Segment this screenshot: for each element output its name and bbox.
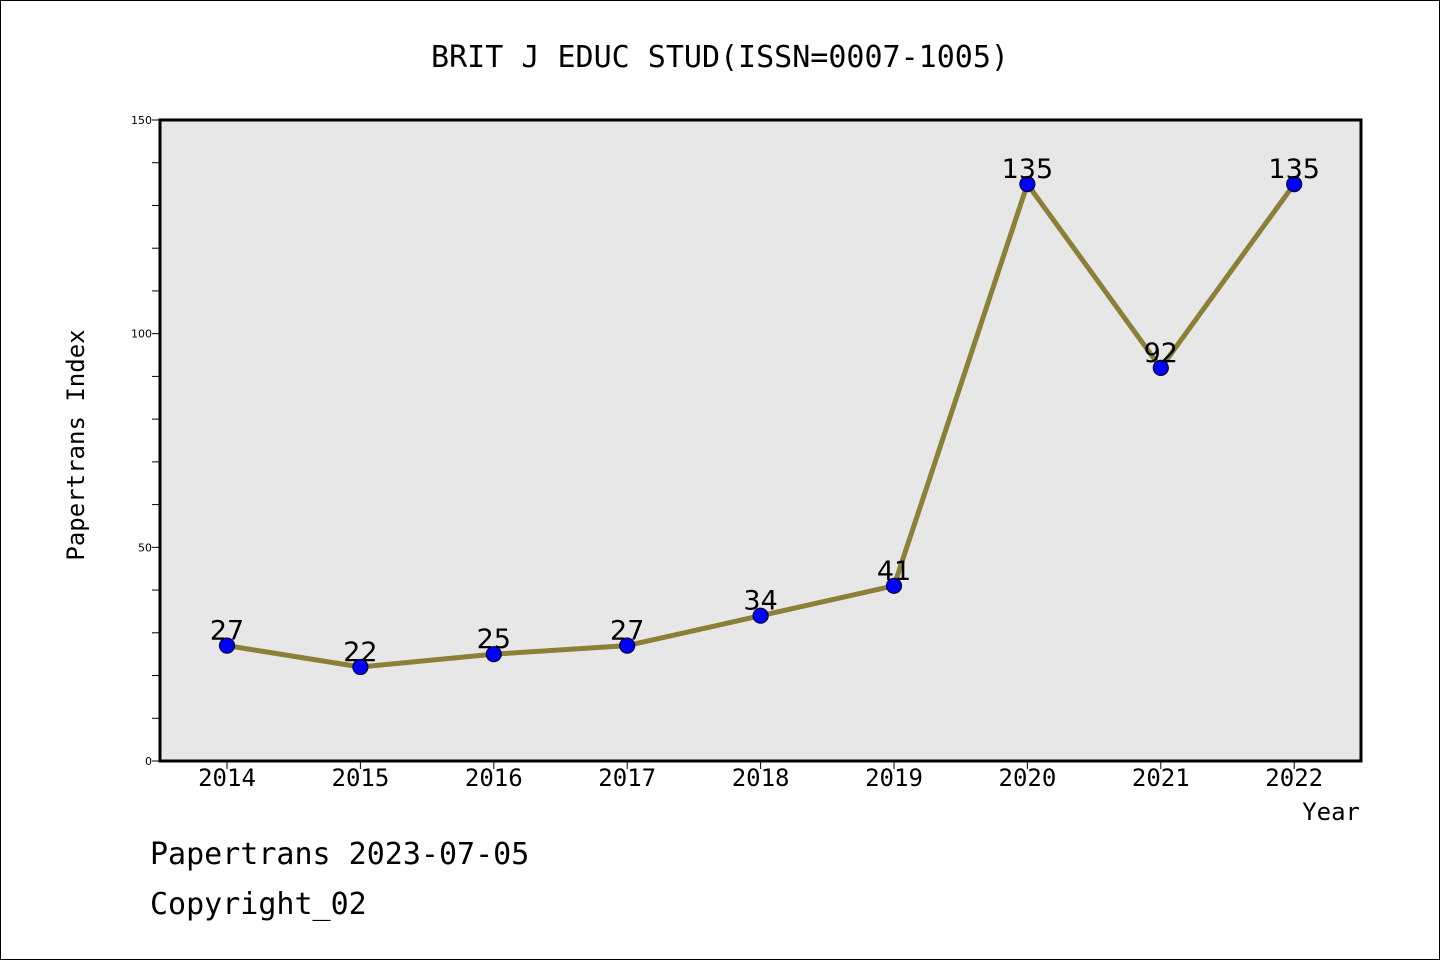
data-point: [352, 658, 369, 676]
x-tick-label: 2020: [999, 764, 1057, 792]
data-point: [485, 646, 502, 663]
data-label: 34: [743, 586, 777, 617]
data-label: 27: [210, 616, 244, 647]
data-label: 92: [1144, 338, 1178, 369]
data-label: 41: [877, 556, 911, 587]
y-axis: 0 50 100 150: [131, 114, 160, 768]
data-label: 25: [477, 624, 511, 655]
data-label: 22: [343, 637, 377, 668]
data-point: [1019, 176, 1036, 193]
chart-title: BRIT J EDUC STUD(ISSN=0007-1005): [431, 40, 1009, 75]
series-markers: [218, 176, 1303, 676]
data-point: [752, 607, 769, 624]
plot-area: [160, 120, 1361, 761]
data-label: 27: [610, 616, 644, 647]
x-tick-label: 2021: [1132, 764, 1190, 792]
x-tick-label: 2019: [865, 764, 923, 792]
data-label: 135: [1002, 154, 1054, 185]
x-axis-label: Year: [1302, 798, 1360, 826]
x-tick-label: 2022: [1265, 764, 1323, 792]
x-tick-label: 2018: [732, 764, 790, 792]
data-point: [1152, 359, 1169, 376]
y-tick-label: 0: [145, 755, 152, 768]
y-tick-label: 150: [131, 114, 152, 127]
y-axis-label: Papertrans Index: [62, 329, 90, 560]
y-tick-label: 100: [131, 328, 152, 341]
x-tick-label: 2014: [198, 764, 256, 792]
plot-border: [158, 118, 1363, 763]
data-point: [619, 637, 636, 654]
footer-date: Papertrans 2023-07-05: [150, 837, 529, 872]
data-label: 135: [1268, 154, 1320, 185]
data-labels: 27 22 25 27 34 41 135 92 135: [210, 154, 1320, 668]
y-tick-label: 50: [138, 541, 152, 554]
x-axis: 2014 2015 2016 2017 2018 2019 2020 2021 2022: [198, 761, 1323, 792]
footer-copyright: Copyright_02: [150, 887, 367, 922]
x-tick-label: 2015: [332, 764, 390, 792]
data-point: [218, 637, 236, 654]
data-point: [885, 577, 903, 594]
x-tick-label: 2017: [598, 764, 656, 792]
x-tick-label: 2016: [465, 764, 523, 792]
data-point: [1286, 176, 1303, 193]
